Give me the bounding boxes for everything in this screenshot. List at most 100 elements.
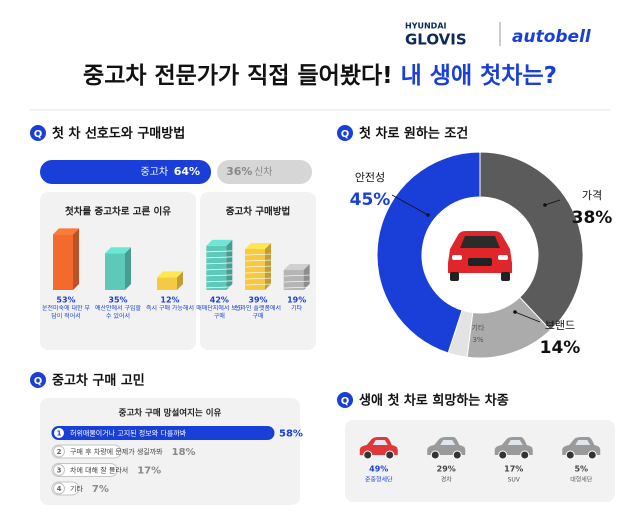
bar-side [73, 228, 79, 290]
title-highlight: 내 생애 첫차는? [401, 63, 557, 89]
car-wheel [498, 450, 508, 460]
bar-side [303, 264, 310, 290]
value-label: 17% [137, 466, 161, 477]
bar-front [245, 249, 265, 290]
car-body [494, 437, 533, 455]
car-tire [450, 272, 459, 281]
rank-badge [53, 445, 65, 458]
category-label: 준중형세단 [365, 476, 393, 484]
category-label: 운전미숙에 대한 부담이 적어서 [42, 305, 90, 320]
section-icon-letter: Q [341, 396, 350, 407]
category-label: 브랜드 [545, 319, 575, 332]
car-wheel [452, 450, 462, 460]
value-label: 35% [108, 296, 127, 305]
category-label: 예산안에서 구입할 수 있어서 [94, 305, 142, 320]
rank-label: 3 [57, 467, 62, 475]
center-car [448, 231, 512, 281]
label-box: 온라인 플랫폼에서 구매 [235, 305, 281, 320]
car-icon [427, 437, 466, 460]
value-label: 42% [210, 296, 229, 305]
leader-line [514, 311, 541, 323]
category-label: 즉시 구매 가능해서 [146, 305, 194, 312]
section-title: 중고차 구매 고민 [52, 373, 145, 389]
car-wheel [587, 450, 597, 460]
leader-dot [513, 310, 517, 314]
bar-stripe [244, 283, 272, 286]
bar-stripe [244, 277, 272, 280]
bar [217, 160, 312, 184]
section-icon [30, 125, 46, 141]
bar [51, 426, 275, 440]
category-label: 가격 [582, 189, 602, 202]
value-label: 29% [437, 465, 456, 474]
label-box: 운전미숙에 대한 부담이 적어서 [42, 305, 90, 320]
bar [157, 271, 183, 290]
label-box: 즉시 구매 가능해서 [146, 305, 194, 312]
label-box: 기타 [291, 305, 303, 312]
bar [105, 247, 131, 290]
panel [345, 420, 615, 502]
category-label: 대형세단 [570, 476, 593, 484]
bar-stripe [283, 286, 310, 289]
label-box: 매매단지에서 보고 구매 [196, 305, 242, 320]
bar-stripe [206, 274, 233, 277]
bar-front [206, 245, 227, 290]
car-icon [359, 437, 398, 460]
section-icon-letter: Q [34, 129, 43, 140]
rank-badge [53, 427, 65, 439]
panel [40, 398, 300, 505]
bar [40, 160, 212, 184]
bar-side [177, 271, 183, 290]
bar-top [157, 271, 183, 278]
category-label: 기타 [291, 305, 303, 312]
bar-stripe [206, 268, 233, 271]
car-tire [501, 272, 510, 281]
bar-top [206, 239, 233, 246]
bar-front [53, 234, 73, 290]
car-light [498, 255, 508, 260]
rank-badge [53, 482, 65, 495]
category-label: 중고차 [140, 166, 168, 178]
rank-label: 1 [57, 430, 62, 438]
title-main: 중고차 전문가가 직접 들어봤다! [83, 63, 393, 89]
bar-top [245, 243, 271, 250]
bar-stripe [206, 250, 233, 253]
bar [51, 444, 122, 459]
category-label: SUV [508, 477, 521, 484]
logo: HYUNDAI GLOVIS autobell [405, 22, 592, 49]
bar [53, 228, 79, 290]
value-label: 36% [226, 165, 252, 178]
value-label: 12% [160, 296, 179, 305]
category-label: 허위매물이거나 고지된 정보와 다를까봐 [70, 429, 187, 438]
car-window [460, 236, 500, 248]
bar-stripe [244, 259, 272, 262]
car-icon [494, 437, 533, 460]
value-label: 58% [279, 429, 303, 440]
section-title: 첫 차로 원하는 조건 [359, 126, 468, 142]
section-icon-letter: Q [34, 376, 43, 387]
bar [206, 239, 233, 290]
value-label: 45% [350, 190, 391, 210]
car-body [427, 437, 466, 455]
panel-subtitle: 중고차 구매 망설여지는 이유 [119, 408, 222, 419]
car-wheel [520, 450, 530, 460]
section-icon [337, 392, 353, 408]
leader-line [391, 194, 429, 216]
bar-front [157, 277, 177, 290]
bar [283, 264, 310, 290]
bar [244, 243, 272, 290]
logo-name: GLOVIS [405, 31, 467, 49]
donut-slice [376, 151, 481, 354]
section-icon [337, 125, 353, 141]
value-label: 19% [287, 296, 306, 305]
value-label: 5% [574, 465, 588, 474]
bar-stripe [206, 256, 233, 259]
car-grille [468, 258, 492, 266]
bar-stripe [283, 280, 310, 283]
car-window [507, 440, 523, 445]
section-title: 첫 차 선호도와 구매방법 [52, 126, 185, 142]
section-title: 생애 첫 차로 희망하는 차종 [359, 393, 509, 409]
bar-stripe [244, 253, 272, 256]
